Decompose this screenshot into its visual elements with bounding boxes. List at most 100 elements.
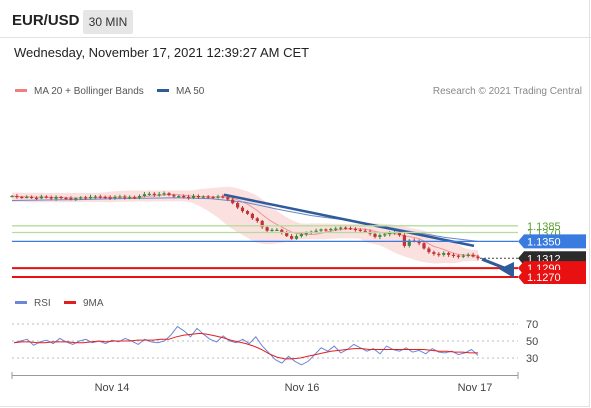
price-candle xyxy=(466,252,470,258)
candle-body xyxy=(221,196,225,198)
candle-body xyxy=(59,196,63,199)
price-candle xyxy=(34,196,39,201)
forecast-arrow-head xyxy=(499,262,514,278)
level-green-line: 1.1385 xyxy=(12,221,561,233)
price-candle xyxy=(461,254,465,259)
price-candle xyxy=(358,228,362,232)
candle-body xyxy=(236,203,240,208)
price-candle xyxy=(245,210,250,215)
candle-body xyxy=(294,236,299,239)
trendline xyxy=(223,193,475,248)
legend-swatch-ma50 xyxy=(157,89,169,92)
candle-body xyxy=(353,228,357,231)
price-candle xyxy=(113,195,117,200)
price-candle xyxy=(167,192,171,197)
candle-body xyxy=(476,256,480,259)
price-candle xyxy=(447,252,451,257)
candle-body xyxy=(167,193,171,196)
candle-body xyxy=(79,197,83,199)
price-candle xyxy=(147,191,151,196)
candle-body xyxy=(103,196,107,199)
price-candle xyxy=(211,195,215,199)
x-tick-label: Nov 14 xyxy=(95,382,130,394)
candle-body xyxy=(196,196,200,198)
rsi-ma-line xyxy=(13,332,478,360)
price-candle xyxy=(270,228,274,232)
candle-body xyxy=(128,197,132,199)
candle-body xyxy=(304,232,308,235)
candle-body xyxy=(437,253,441,256)
rsi-legend: RSI 9MA xyxy=(15,298,104,309)
candle-body xyxy=(147,193,151,195)
candle-body xyxy=(344,227,348,229)
candle-body xyxy=(133,197,137,199)
price-candle xyxy=(133,195,137,200)
candle-body xyxy=(191,196,196,198)
price-candle xyxy=(407,239,411,248)
price-candle xyxy=(69,196,73,201)
candle-body xyxy=(177,196,181,198)
price-candle xyxy=(299,232,303,238)
candle-body xyxy=(255,218,259,221)
candle-body xyxy=(285,232,289,237)
price-candle xyxy=(79,196,83,200)
candle-body xyxy=(417,241,421,244)
price-candle xyxy=(187,194,191,200)
price-candle xyxy=(162,191,166,196)
price-candle xyxy=(25,195,29,199)
candle-body xyxy=(44,196,48,198)
price-candle xyxy=(290,234,294,240)
price-candle xyxy=(275,228,279,231)
price-legend: MA 20 + Bollinger Bands MA 50 Research ©… xyxy=(15,86,582,97)
price-candle xyxy=(442,251,446,257)
price-candle xyxy=(206,195,210,199)
legend-ma20-label: MA 20 + Bollinger Bands xyxy=(34,86,144,97)
price-candle xyxy=(231,197,235,205)
price-candle xyxy=(30,195,34,199)
price-candle xyxy=(344,225,348,230)
price-candle xyxy=(177,194,181,198)
price-candle xyxy=(172,193,176,198)
price-candle xyxy=(437,252,441,257)
price-candle xyxy=(49,195,53,201)
candle-body xyxy=(157,194,161,196)
price-candle xyxy=(44,195,48,199)
candle-body xyxy=(211,196,215,199)
price-candle xyxy=(432,250,436,256)
level-blue-box: 1.1350 xyxy=(12,234,586,249)
price-candle xyxy=(476,254,480,261)
level-label: 1.1270 xyxy=(527,272,561,284)
price-candle xyxy=(427,246,431,254)
price-candle xyxy=(240,206,245,213)
price-candle xyxy=(250,212,254,220)
candle-body xyxy=(64,197,68,199)
candle-body xyxy=(280,229,284,233)
price-candle xyxy=(471,252,475,258)
price-candle xyxy=(221,194,225,199)
price-candle xyxy=(191,193,196,200)
price-candle xyxy=(236,201,240,210)
candle-body xyxy=(334,228,338,230)
price-candle xyxy=(348,226,353,230)
price-candle xyxy=(353,227,357,232)
copyright-label: Research © 2021 Trading Central xyxy=(433,86,582,97)
candle-body xyxy=(456,255,460,257)
candle-body xyxy=(319,229,323,231)
candle-body xyxy=(270,229,274,231)
candle-body xyxy=(84,197,88,199)
candle-body xyxy=(388,232,392,235)
candle-body xyxy=(373,233,377,237)
price-candle xyxy=(108,195,112,200)
price-candle xyxy=(98,194,102,199)
candle-body xyxy=(231,199,235,204)
bollinger-band xyxy=(12,186,478,264)
price-candle xyxy=(324,228,328,232)
timeframe-badge[interactable]: 30 MIN xyxy=(83,10,133,34)
candle-body xyxy=(378,235,382,237)
candle-body xyxy=(329,228,333,231)
candle-body xyxy=(108,197,112,199)
rsi-tick-label: 50 xyxy=(526,336,538,348)
candle-body xyxy=(187,196,191,199)
candle-body xyxy=(34,197,39,199)
